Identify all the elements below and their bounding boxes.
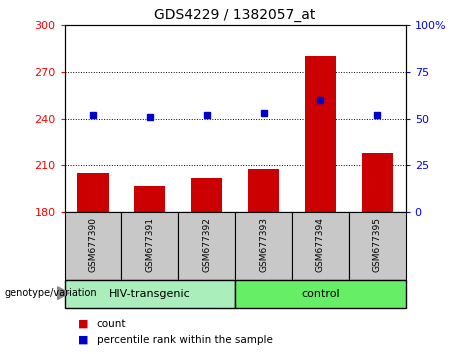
- Text: GSM677394: GSM677394: [316, 217, 325, 272]
- Text: GSM677391: GSM677391: [145, 217, 154, 272]
- Bar: [77, 173, 109, 212]
- Bar: [305, 56, 336, 212]
- Bar: [235, 212, 292, 280]
- Text: ■: ■: [78, 319, 89, 329]
- Bar: [248, 169, 279, 212]
- Text: count: count: [97, 319, 126, 329]
- Text: ■: ■: [78, 335, 89, 345]
- Text: percentile rank within the sample: percentile rank within the sample: [97, 335, 273, 345]
- Text: GSM677393: GSM677393: [259, 217, 268, 272]
- Bar: [292, 212, 349, 280]
- Bar: [349, 212, 406, 280]
- Text: GSM677390: GSM677390: [89, 217, 97, 272]
- Bar: [361, 153, 393, 212]
- Text: genotype/variation: genotype/variation: [5, 288, 97, 298]
- Polygon shape: [58, 287, 69, 299]
- Bar: [178, 212, 235, 280]
- Text: GSM677392: GSM677392: [202, 217, 211, 272]
- Bar: [65, 212, 121, 280]
- Text: HIV-transgenic: HIV-transgenic: [109, 289, 191, 299]
- Title: GDS4229 / 1382057_at: GDS4229 / 1382057_at: [154, 8, 316, 22]
- Bar: [235, 280, 406, 308]
- Bar: [121, 212, 178, 280]
- Bar: [134, 186, 165, 212]
- Bar: [65, 280, 235, 308]
- Text: control: control: [301, 289, 340, 299]
- Text: GSM677395: GSM677395: [373, 217, 382, 272]
- Bar: [191, 178, 222, 212]
